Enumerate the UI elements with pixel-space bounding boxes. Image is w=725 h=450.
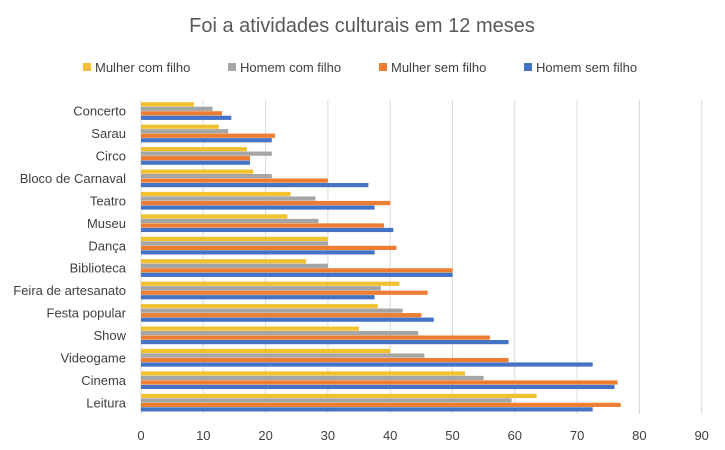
- bar: [141, 124, 219, 129]
- bar: [141, 357, 509, 363]
- bar: [141, 331, 419, 336]
- legend-swatch: [228, 63, 236, 71]
- bar: [141, 340, 509, 345]
- category-labels: Leitura Cinema Videogame Show Festa popular F…: [13, 104, 127, 411]
- category-label: Leitura: [86, 395, 127, 410]
- bar: [141, 183, 369, 188]
- bar: [141, 200, 391, 206]
- x-tick-label: 30: [321, 428, 335, 443]
- bar: [141, 250, 375, 255]
- bar: [141, 151, 272, 156]
- bar: [141, 263, 328, 268]
- bar: [141, 398, 512, 403]
- bar: [141, 362, 593, 367]
- legend-item: Mulher sem filho: [379, 60, 486, 75]
- bar: [141, 402, 621, 407]
- bar: [141, 236, 328, 241]
- bar: [141, 156, 251, 161]
- x-axis-ticks: 0 10 20 30 40 50 60 70 80 90: [137, 428, 709, 443]
- bar: [141, 353, 425, 358]
- bar: [141, 326, 360, 331]
- bar: [141, 335, 490, 340]
- legend-label: Homem sem filho: [536, 60, 637, 75]
- category-label: Feira de artesanato: [13, 283, 126, 298]
- category-label: Festa popular: [47, 306, 127, 321]
- bar: [141, 169, 254, 174]
- category-label: Sarau: [91, 126, 126, 141]
- legend-swatch: [83, 63, 91, 71]
- bar: [141, 259, 307, 264]
- x-tick-label: 20: [258, 428, 272, 443]
- bar: [141, 102, 194, 107]
- x-tick-label: 40: [383, 428, 397, 443]
- bar: [141, 407, 593, 412]
- bar: [141, 178, 328, 183]
- bar: [141, 174, 272, 179]
- legend-swatch: [524, 63, 532, 71]
- bar: [141, 272, 453, 277]
- bar: [141, 196, 316, 201]
- legend-swatch: [379, 63, 387, 71]
- bar: [141, 205, 375, 210]
- bar: [141, 313, 422, 318]
- category-label: Bloco de Carnaval: [20, 171, 126, 186]
- x-tick-label: 60: [508, 428, 522, 443]
- bar: [141, 245, 397, 250]
- bar: [141, 317, 434, 322]
- legend-item: Mulher com filho: [83, 60, 190, 75]
- bar: [141, 223, 384, 228]
- x-tick-label: 50: [445, 428, 459, 443]
- x-tick-label: 90: [694, 428, 708, 443]
- bar: [141, 218, 319, 224]
- bar: [141, 241, 328, 246]
- bar: [141, 106, 213, 111]
- bar: [141, 290, 428, 295]
- bar: [141, 348, 391, 354]
- bar: [141, 138, 272, 143]
- legend-item: Homem com filho: [228, 60, 341, 75]
- x-tick-label: 70: [570, 428, 584, 443]
- legend-label: Homem com filho: [240, 60, 341, 75]
- bar: [141, 281, 400, 286]
- legend-label: Mulher com filho: [95, 60, 190, 75]
- category-label: Museu: [87, 216, 126, 231]
- category-label: Show: [93, 328, 126, 343]
- x-tick-label: 80: [632, 428, 646, 443]
- bar: [141, 384, 615, 390]
- x-tick-label: 10: [196, 428, 210, 443]
- bar: [141, 191, 291, 197]
- category-label: Biblioteca: [70, 261, 127, 276]
- legend: Mulher com filho Homem com filho Mulher se…: [83, 60, 637, 75]
- bar: [141, 160, 251, 165]
- bar: [141, 214, 288, 219]
- bars: [141, 102, 621, 412]
- category-label: Concerto: [73, 104, 126, 119]
- bar: [141, 129, 229, 134]
- bar: [141, 147, 247, 152]
- bar: [141, 371, 465, 376]
- x-tick-label: 0: [137, 428, 144, 443]
- bar: [141, 304, 378, 309]
- category-label: Dança: [88, 238, 126, 253]
- bar: [141, 380, 618, 385]
- bar: [141, 375, 484, 381]
- category-label: Circo: [96, 149, 126, 164]
- legend-label: Mulher sem filho: [391, 60, 486, 75]
- bar: [141, 115, 232, 120]
- category-label: Cinema: [81, 373, 127, 388]
- bar: [141, 393, 537, 398]
- category-label: Videogame: [60, 350, 126, 365]
- bar: [141, 286, 381, 291]
- category-label: Teatro: [90, 193, 126, 208]
- bar: [141, 111, 222, 116]
- chart-title: Foi a atividades culturais em 12 meses: [189, 15, 535, 37]
- bar: [141, 133, 275, 138]
- bar: [141, 227, 394, 233]
- bar: [141, 268, 453, 273]
- bar: [141, 295, 375, 300]
- bar: [141, 308, 403, 313]
- legend-item: Homem sem filho: [524, 60, 637, 75]
